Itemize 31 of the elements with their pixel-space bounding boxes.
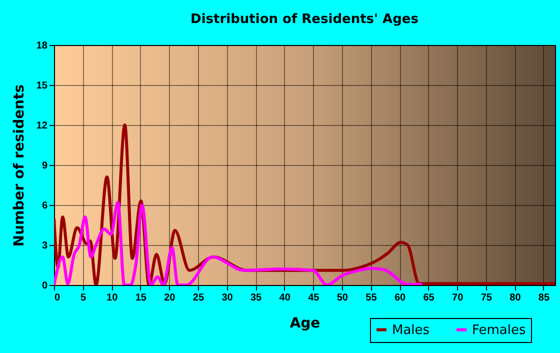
x-tick-label: 55 [366,292,378,304]
x-tick-label: 35 [250,292,262,304]
x-tick-label: 25 [192,292,204,304]
y-tick-label: 3 [42,240,48,252]
x-tick-label: 70 [452,292,464,304]
line-series [54,200,424,285]
x-tick-label: 5 [80,292,87,304]
y-tick-label: 12 [36,120,48,132]
y-tick-label: 15 [36,80,48,92]
x-tick-label: 45 [308,292,320,304]
y-tick-label: 9 [42,160,48,172]
legend-label: Females [472,322,526,338]
x-tick-label: 10 [106,292,118,304]
x-tick-label: 75 [480,292,492,304]
x-tick-label: 80 [510,292,522,304]
x-tick-label: 40 [279,292,291,304]
y-axis-title: Number of residents [11,84,28,247]
y-tick-label: 6 [42,200,48,212]
x-tick-label: 60 [394,292,406,304]
chart-title: Distribution of Residents' Ages [190,12,419,27]
x-tick-label: 85 [538,292,550,304]
x-tick-label: 0 [54,292,60,304]
x-tick-label: 30 [222,292,234,304]
x-axis-title: Age [290,316,320,332]
x-tick-label: 20 [164,292,176,304]
y-tick-label: 0 [42,280,48,292]
x-tick-label: 50 [336,292,348,304]
x-tick-label: 15 [135,292,147,304]
legend-label: Males [392,322,430,338]
x-tick-label: 65 [423,292,435,304]
y-tick-label: 18 [36,40,48,52]
